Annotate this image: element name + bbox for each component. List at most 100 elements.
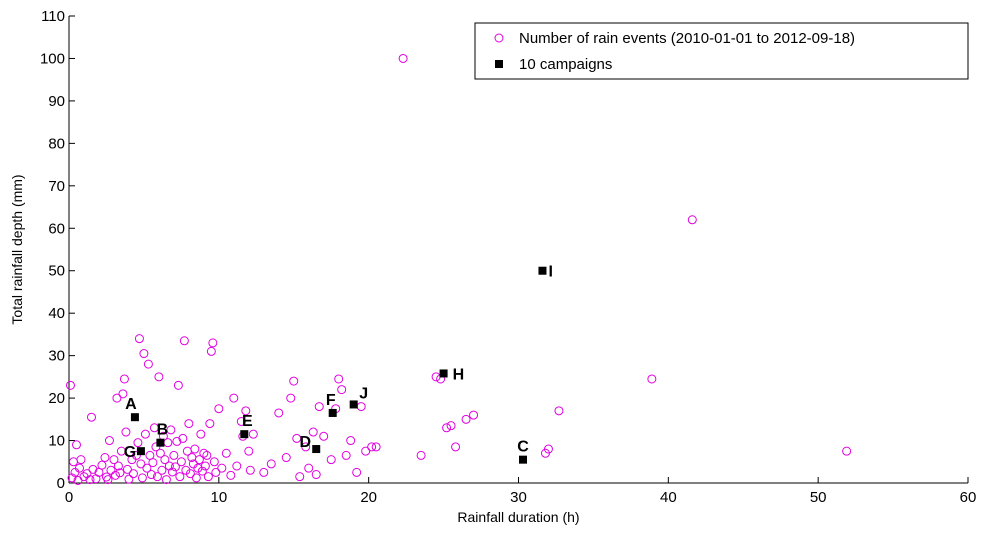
rain-event-point bbox=[194, 455, 204, 465]
rain-event-point bbox=[173, 380, 183, 390]
rain-event-point bbox=[221, 448, 231, 458]
x-tick-label: 60 bbox=[960, 489, 977, 506]
rain-event-point bbox=[179, 336, 189, 346]
rain-event-point bbox=[157, 465, 167, 475]
rain-event-point bbox=[229, 393, 239, 403]
rain-event-point bbox=[286, 393, 296, 403]
campaign-label-f: F bbox=[326, 392, 336, 409]
rain-event-point bbox=[214, 404, 224, 414]
y-axis-label: Total rainfall depth (mm) bbox=[9, 174, 25, 324]
rain-event-point bbox=[226, 470, 236, 480]
axes: 0 10 20 30 40 50 60 0 10 20 30 40 50 60 70 80 90 100 110 bbox=[40, 8, 976, 506]
rain-event-point bbox=[232, 461, 242, 471]
rain-event-point bbox=[202, 450, 212, 460]
rain-event-point bbox=[295, 472, 305, 482]
rain-event-point bbox=[442, 423, 452, 433]
rain-event-point bbox=[97, 460, 107, 470]
rain-event-point bbox=[446, 421, 456, 431]
rain-event-point bbox=[172, 436, 182, 446]
rain-event-point bbox=[161, 475, 171, 485]
rain-event-point bbox=[68, 457, 78, 467]
campaign-label-j: J bbox=[359, 385, 368, 402]
x-tick-label: 20 bbox=[360, 489, 377, 506]
rain-event-point bbox=[88, 464, 98, 474]
rain-event-point bbox=[206, 346, 216, 356]
rain-event-point bbox=[82, 469, 92, 479]
rain-event-point bbox=[301, 442, 311, 452]
rain-event-point bbox=[134, 334, 144, 344]
rain-event-point bbox=[124, 474, 134, 484]
campaign-point bbox=[156, 438, 165, 447]
campaign-label-i: I bbox=[548, 264, 552, 281]
campaign-point bbox=[439, 369, 448, 378]
rain-event-point bbox=[79, 472, 89, 482]
rain-event-point bbox=[274, 408, 284, 418]
rain-event-point bbox=[152, 472, 162, 482]
rain-event-point bbox=[101, 472, 111, 482]
rain-event-point bbox=[176, 457, 186, 467]
rain-event-point bbox=[266, 459, 276, 469]
rain-event-point bbox=[71, 440, 81, 450]
y-tick-label: 20 bbox=[48, 390, 65, 407]
rain-event-point bbox=[164, 461, 174, 471]
rain-event-point bbox=[211, 467, 221, 477]
y-tick-label: 100 bbox=[40, 50, 65, 67]
rain-event-point bbox=[121, 427, 131, 437]
y-tick-label: 90 bbox=[48, 93, 65, 110]
rain-event-point bbox=[115, 468, 125, 478]
campaign-point bbox=[312, 445, 321, 454]
campaigns-series bbox=[130, 266, 547, 464]
rain-event-point bbox=[184, 419, 194, 429]
y-tick-label: 110 bbox=[41, 8, 65, 25]
rain-event-point bbox=[143, 359, 153, 369]
rain-event-point bbox=[543, 444, 553, 454]
x-tick-label: 10 bbox=[210, 489, 227, 506]
rain-event-point bbox=[65, 380, 75, 390]
rain-event-point bbox=[337, 385, 347, 395]
rain-event-point bbox=[236, 416, 246, 426]
x-tick-label: 40 bbox=[660, 489, 677, 506]
rain-event-point bbox=[67, 473, 77, 483]
y-tick-label: 0 bbox=[57, 475, 65, 492]
rain-event-point bbox=[461, 414, 471, 424]
rain-event-point bbox=[160, 455, 170, 465]
rain-event-point bbox=[76, 455, 86, 465]
rain-event-point bbox=[151, 442, 161, 452]
rain-event-point bbox=[154, 372, 164, 382]
rain-event-point bbox=[197, 466, 207, 476]
rain-event-point bbox=[205, 419, 215, 429]
campaign-point bbox=[349, 400, 358, 409]
rain-event-point bbox=[304, 463, 314, 473]
x-tick-label: 0 bbox=[65, 489, 73, 506]
rain-event-point bbox=[74, 463, 84, 473]
y-tick-label: 70 bbox=[48, 178, 65, 195]
rain-event-point bbox=[341, 450, 351, 460]
rain-event-point bbox=[128, 469, 138, 479]
rain-event-point bbox=[140, 429, 150, 439]
rain-event-point bbox=[326, 455, 336, 465]
rain-event-point bbox=[241, 406, 251, 416]
rain-event-point bbox=[217, 463, 227, 473]
rain-event-point bbox=[181, 465, 191, 475]
rain-event-point bbox=[118, 389, 128, 399]
rain-event-point bbox=[208, 338, 218, 348]
rain-event-point bbox=[148, 458, 158, 468]
rain-event-point bbox=[86, 412, 96, 422]
rain-event-point bbox=[139, 349, 149, 359]
rain-event-point bbox=[196, 429, 206, 439]
campaign-point bbox=[136, 447, 145, 456]
rain-event-point bbox=[416, 450, 426, 460]
rain-event-point bbox=[175, 472, 185, 482]
rain-event-point bbox=[199, 448, 209, 458]
legend: Number of rain events (2010-01-01 to 201… bbox=[474, 22, 969, 80]
rain-event-point bbox=[259, 467, 269, 477]
y-tick-label: 60 bbox=[48, 220, 65, 237]
rain-event-point bbox=[311, 470, 321, 480]
rain-event-point bbox=[248, 429, 258, 439]
rain-event-point bbox=[451, 442, 461, 452]
rain-event-point bbox=[431, 372, 441, 382]
rain-event-point bbox=[361, 446, 371, 456]
campaign-label-g: G bbox=[124, 444, 136, 461]
campaign-point bbox=[518, 455, 527, 464]
